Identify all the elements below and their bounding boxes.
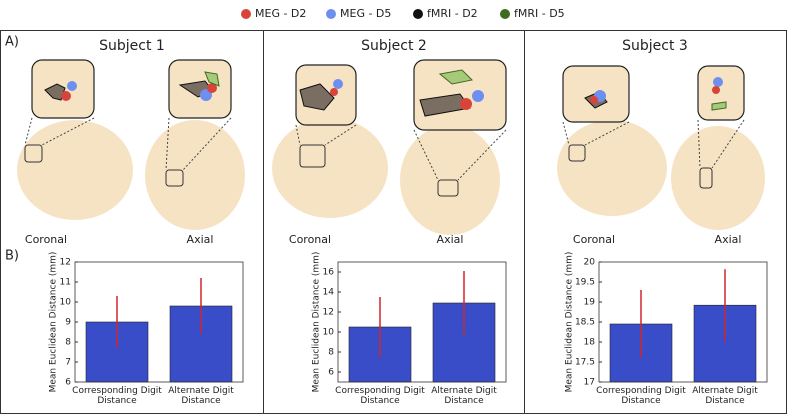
panel-label: B) — [5, 249, 19, 264]
y-tick-label: 12 — [60, 258, 71, 268]
brains — [17, 118, 765, 235]
legend-swatch — [326, 9, 336, 19]
y-tick-label: 19.5 — [575, 278, 595, 288]
y-tick-label: 11 — [60, 278, 71, 288]
y-tick-label: 8 — [65, 338, 71, 348]
y-tick-label: 17 — [584, 378, 595, 388]
x-tick-label: Corresponding Digit Distance — [72, 386, 162, 406]
y-axis-label: Mean Euclidean Distance (mm) — [312, 252, 322, 393]
y-tick-label: 10 — [323, 328, 335, 338]
x-tick-label: Alternate Digit Distance — [168, 386, 234, 406]
y-tick-label: 14 — [323, 288, 335, 298]
insets — [31, 59, 745, 131]
view-label: Coronal — [573, 233, 615, 246]
y-tick-label: 16 — [323, 268, 335, 278]
legend-swatch — [413, 9, 423, 19]
brain-boxes — [24, 144, 713, 197]
y-tick-label: 20 — [584, 258, 596, 268]
view-label: Coronal — [289, 233, 331, 246]
view-label: Axial — [715, 233, 742, 246]
x-tick-label: Corresponding Digit Distance — [596, 386, 686, 406]
y-tick-label: 6 — [65, 378, 71, 388]
subject-title: Subject 1 — [99, 38, 165, 54]
legend-label: fMRI - D2 — [427, 7, 478, 20]
view-label: Coronal — [25, 233, 67, 246]
x-tick-label: Alternate Digit Distance — [692, 386, 758, 406]
x-tick-label: Alternate Digit Distance — [431, 386, 497, 406]
legend-swatch — [500, 9, 510, 19]
plot-frame — [337, 261, 507, 383]
y-tick-label: 9 — [65, 318, 71, 328]
y-tick-label: 17.5 — [575, 358, 595, 368]
y-tick-label: 7 — [65, 358, 71, 368]
y-tick-label: 10 — [60, 298, 72, 308]
x-tick-label: Corresponding Digit Distance — [335, 386, 425, 406]
y-axis-label: Mean Euclidean Distance (mm) — [49, 252, 59, 393]
panel-label: A) — [5, 35, 19, 50]
y-axis-label: Mean Euclidean Distance (mm) — [565, 252, 575, 393]
y-tick-label: 12 — [323, 308, 334, 318]
legend-label: MEG - D5 — [340, 7, 391, 20]
subject-title: Subject 3 — [622, 38, 688, 54]
view-label: Axial — [437, 233, 464, 246]
subject-title: Subject 2 — [361, 38, 427, 54]
y-tick-label: 18 — [584, 338, 596, 348]
view-label: Axial — [187, 233, 214, 246]
y-tick-label: 6 — [328, 368, 334, 378]
y-tick-label: 19 — [584, 298, 596, 308]
legend-label: fMRI - D5 — [514, 7, 565, 20]
inset-leaders — [24, 117, 745, 181]
legend-swatch — [241, 9, 251, 19]
legend-label: MEG - D2 — [255, 7, 306, 20]
y-tick-label: 8 — [328, 348, 334, 358]
y-tick-label: 18.5 — [575, 318, 595, 328]
activation-blobs — [44, 69, 727, 117]
